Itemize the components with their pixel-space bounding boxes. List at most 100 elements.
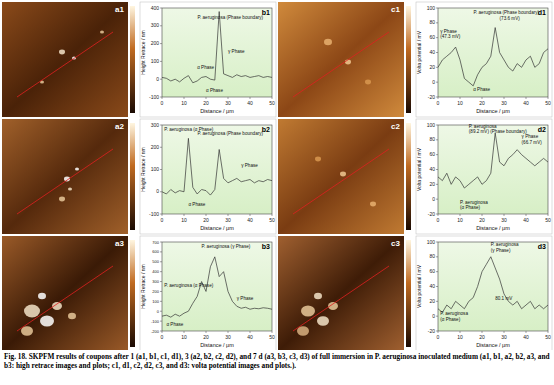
- x-tick-label: 10: [457, 334, 463, 340]
- y-tick: [436, 301, 438, 302]
- afm-image: c3: [278, 236, 411, 350]
- annotation: γ Phase: [228, 49, 245, 54]
- y-tick-label: 0: [156, 188, 159, 194]
- y-tick: [160, 61, 162, 62]
- x-axis-label: Distance / μm: [200, 225, 234, 231]
- profile-line: [293, 32, 389, 97]
- line-chart: 01020304050-20020406080100Distance / μmV…: [416, 2, 552, 117]
- annotation: P. aeruginosa (γ Phase): [202, 244, 251, 249]
- x-tick-label: 50: [545, 100, 551, 106]
- y-tick: [160, 331, 162, 332]
- y-tick: [436, 139, 438, 140]
- x-tick-label: 50: [269, 334, 275, 340]
- panel-label: d1: [538, 9, 546, 16]
- image-area: [278, 2, 404, 117]
- x-tick-label: 20: [479, 217, 485, 223]
- image-area: [278, 236, 404, 350]
- y-tick-label: 100: [427, 5, 436, 11]
- y-tick: [160, 125, 162, 126]
- surface-feature: [38, 293, 46, 299]
- y-axis-label: Volta potential / mV: [416, 147, 422, 191]
- y-tick-label: 600: [152, 249, 159, 254]
- x-axis-label: Distance / μm: [200, 342, 234, 348]
- data-group: [438, 28, 548, 86]
- y-tick-label: 80: [429, 136, 435, 142]
- plot-area: [438, 8, 548, 97]
- x-tick-label: 0: [161, 217, 164, 223]
- x-tick-label: 20: [479, 334, 485, 340]
- x-tick-label: 20: [203, 100, 209, 106]
- image-area: [2, 236, 128, 350]
- y-tick-label: 100: [427, 239, 436, 245]
- x-tick-label: 20: [479, 100, 485, 106]
- annotation: α Phase: [188, 202, 205, 207]
- y-tick-label: 80: [429, 19, 435, 25]
- annotation: α Phase: [473, 87, 490, 92]
- x-tick-label: 40: [523, 217, 529, 223]
- y-tick-label: 80: [429, 253, 435, 259]
- annotation: α Phase: [197, 65, 214, 70]
- surface-feature: [40, 315, 54, 326]
- plot-area: [162, 242, 272, 331]
- plot-area: [438, 125, 548, 214]
- profile-line: [17, 149, 113, 214]
- color-bar: [130, 123, 135, 230]
- y-tick-label: -100: [149, 94, 159, 100]
- x-tick-label: 40: [523, 100, 529, 106]
- image-area: [2, 2, 128, 117]
- y-tick: [160, 261, 162, 262]
- y-tick: [436, 286, 438, 287]
- x-tick-label: 10: [181, 217, 187, 223]
- x-tick-label: 50: [269, 100, 275, 106]
- plot-area: [162, 125, 272, 214]
- y-tick: [160, 25, 162, 26]
- surface-feature: [24, 305, 40, 318]
- panel-frame: [416, 236, 552, 350]
- afm-image: a3: [2, 236, 135, 350]
- surface-feature: [21, 326, 33, 336]
- y-tick-label: 100: [427, 122, 436, 128]
- y-tick-label: 0: [432, 79, 435, 85]
- y-tick-label: 40: [429, 166, 435, 172]
- caption: Fig. 18. SKPFM results of coupons after …: [4, 352, 550, 370]
- y-tick-label: -20: [428, 211, 435, 217]
- x-tick-label: 20: [203, 217, 209, 223]
- panel-frame: [140, 119, 276, 234]
- x-tick-label: 10: [181, 334, 187, 340]
- y-tick-label: 100: [152, 299, 159, 304]
- annotation: γ Phase: [241, 163, 258, 168]
- x-tick-label: 40: [523, 334, 529, 340]
- x-tick-label: 30: [225, 217, 231, 223]
- profile-line: [162, 138, 272, 195]
- y-tick: [436, 184, 438, 185]
- x-tick-label: 0: [161, 334, 164, 340]
- x-tick-label: 30: [225, 334, 231, 340]
- surface-feature: [317, 316, 329, 326]
- panel-label: a2: [115, 122, 124, 131]
- y-tick: [436, 8, 438, 9]
- profile-line: [438, 133, 548, 188]
- y-axis-label: Height Retrace / nm: [140, 30, 146, 74]
- surface-feature: [68, 313, 76, 319]
- y-tick: [160, 97, 162, 98]
- y-tick: [436, 67, 438, 68]
- x-tick-label: 10: [181, 100, 187, 106]
- y-tick: [160, 79, 162, 80]
- surface-feature: [75, 167, 79, 170]
- annotation: P. aeruginosa (Phase boundary): [474, 10, 540, 15]
- y-tick-label: 200: [151, 40, 160, 46]
- annotation: (γ Phase): [491, 248, 511, 253]
- panel-frame: [416, 2, 552, 117]
- surface-feature: [59, 50, 65, 55]
- y-tick: [436, 271, 438, 272]
- y-tick: [160, 43, 162, 44]
- x-tick-label: 30: [501, 334, 507, 340]
- annotation: P. aeruginosa (Phase boundary): [198, 15, 264, 20]
- panel-label: d3: [538, 243, 546, 250]
- annotation: P. aeruginosa (Phase boundary): [198, 131, 264, 136]
- profile-line: [162, 12, 272, 83]
- x-tick-label: 0: [161, 100, 164, 106]
- profile-line: [17, 32, 113, 97]
- profile-line: [17, 266, 113, 331]
- y-tick-label: 60: [429, 151, 435, 157]
